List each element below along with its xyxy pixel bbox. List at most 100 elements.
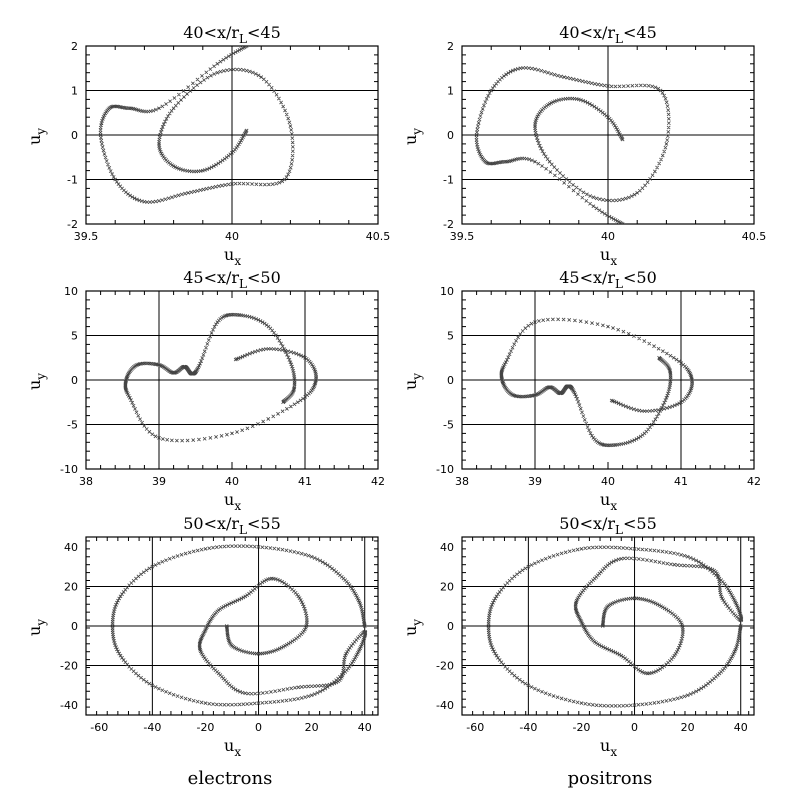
data-point (114, 178, 117, 181)
data-point (643, 410, 646, 413)
data-point (601, 625, 604, 627)
x-tick-label: -20 (196, 721, 214, 734)
y-tick-label: 2 (71, 40, 78, 53)
x-tick-label: 42 (747, 475, 761, 488)
trajectory (474, 66, 671, 224)
data-point (108, 107, 111, 110)
data-point (216, 71, 219, 74)
data-point (187, 191, 190, 194)
x-tick-label: 38 (79, 475, 93, 488)
data-point (669, 370, 671, 372)
data-point (267, 325, 270, 328)
data-point (592, 196, 595, 199)
y-tick-label: 40 (440, 541, 454, 554)
panel-title: 45<x/rL<50 (559, 268, 657, 291)
y-tick-label: 1 (447, 85, 454, 98)
plot-frame (461, 536, 755, 716)
data-point (297, 686, 300, 689)
data-point (190, 372, 193, 375)
y-tick-label: 0 (71, 129, 78, 142)
data-point (643, 432, 646, 435)
series-markers (110, 544, 368, 707)
data-point (495, 595, 498, 598)
y-tick-label: 0 (71, 374, 78, 387)
y-tick-label: -2 (67, 218, 78, 231)
data-point (216, 321, 219, 324)
y-tick-label: -1 (443, 174, 454, 187)
y-axis-label: uy (25, 128, 48, 145)
y-tick-label: -20 (60, 660, 78, 673)
x-tick-label: 39 (152, 475, 166, 488)
data-point (315, 379, 317, 381)
data-point (128, 107, 131, 110)
panel-title: 40<x/rL<45 (183, 23, 281, 46)
data-point (304, 356, 306, 359)
data-point (245, 129, 248, 132)
data-point (172, 165, 175, 168)
data-point (231, 151, 233, 154)
data-point (289, 361, 292, 364)
panel-2: 39.5 40 40.5 -2 -1 0 1 2 40<x/rL<45 ux uy (401, 23, 766, 268)
data-point (607, 85, 609, 87)
data-point (734, 648, 737, 651)
data-point (257, 652, 260, 655)
data-point (610, 399, 613, 402)
data-point (260, 76, 263, 79)
data-point (512, 394, 514, 397)
x-tick-label: -40 (519, 721, 537, 734)
data-point (310, 694, 313, 697)
data-point (593, 577, 596, 580)
trajectory (110, 544, 368, 707)
panel-6: -60 -40 -20 0 20 40 -40 -20 0 20 40 50<x/rL<55 ux uy (401, 514, 755, 759)
data-point (659, 89, 662, 92)
x-tick-label: 0 (631, 721, 638, 734)
y-tick-label: -40 (60, 699, 78, 712)
data-point (201, 169, 204, 172)
x-tick-label: -60 (466, 721, 484, 734)
data-point (534, 125, 536, 127)
data-point (686, 694, 689, 697)
y-tick-label: 20 (440, 580, 454, 593)
data-point (665, 143, 668, 145)
x-axis-label: ux (224, 736, 241, 759)
data-point (342, 672, 345, 675)
data-point (563, 76, 566, 79)
panel-title: 50<x/rL<55 (559, 514, 657, 537)
data-point (577, 98, 580, 101)
data-point (158, 107, 160, 110)
data-point (718, 672, 721, 675)
data-point (231, 432, 233, 435)
column-label-electrons: electrons (188, 768, 273, 789)
data-point (691, 379, 693, 381)
plot-frame (85, 536, 379, 716)
data-point (151, 565, 154, 568)
data-point (501, 379, 504, 381)
data-point (713, 569, 716, 572)
data-point (345, 652, 348, 655)
data-point (172, 107, 175, 110)
data-point (99, 134, 102, 136)
data-point (490, 89, 493, 92)
x-tick-label: 39 (528, 475, 542, 488)
series-markers (499, 317, 695, 448)
data-point (310, 555, 313, 558)
trajectory (98, 46, 295, 204)
data-point (665, 396, 668, 399)
x-tick-label: 39.5 (74, 230, 99, 243)
trajectory (499, 317, 695, 448)
x-tick-label: 42 (371, 475, 385, 488)
data-point (548, 386, 551, 389)
data-point (217, 609, 220, 612)
data-point (559, 392, 562, 395)
x-tick-label: 0 (255, 721, 262, 734)
data-point (216, 62, 219, 65)
y-tick-label: 2 (447, 40, 454, 53)
y-tick-label: 20 (64, 580, 78, 593)
data-point (119, 595, 122, 598)
data-point (548, 160, 551, 163)
data-point (534, 160, 536, 163)
y-tick-label: 0 (447, 374, 454, 387)
data-point (734, 601, 737, 604)
trajectory (123, 312, 319, 443)
column-label-positrons: positrons (568, 768, 653, 789)
